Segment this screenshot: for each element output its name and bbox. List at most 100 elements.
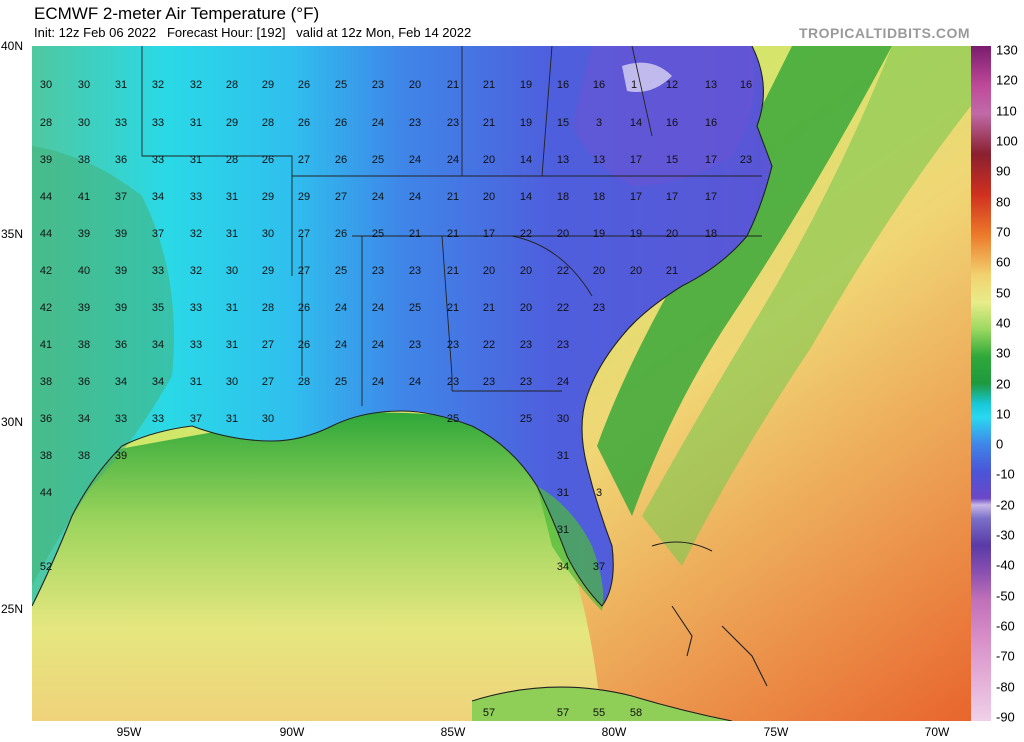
station-value: 30 (262, 228, 274, 240)
station-value: 23 (740, 154, 752, 166)
station-value: 29 (262, 191, 274, 203)
station-value: 42 (40, 265, 52, 277)
colorbar-label: 20 (996, 376, 1011, 391)
lon-label-90w: 90W (279, 725, 305, 739)
station-value: 23 (557, 339, 569, 351)
lat-label-35n: 35N (1, 227, 24, 241)
site-brand: TROPICALTIDBITS.COM (798, 25, 970, 41)
station-value: 29 (298, 191, 310, 203)
station-value: 24 (409, 191, 421, 203)
station-value: 33 (152, 154, 164, 166)
station-value: 57 (483, 707, 495, 719)
station-value: 18 (705, 228, 717, 240)
station-value: 38 (40, 450, 52, 462)
station-value: 23 (520, 339, 532, 351)
station-value: 27 (262, 376, 274, 388)
station-value: 41 (40, 339, 52, 351)
station-value: 17 (666, 191, 678, 203)
station-value: 33 (152, 265, 164, 277)
lon-label-85w: 85W (440, 725, 466, 739)
station-value: 31 (226, 413, 238, 425)
station-value: 32 (152, 79, 164, 91)
station-value: 35 (152, 302, 164, 314)
station-value: 31 (226, 191, 238, 203)
colorbar-label: -50 (996, 588, 1015, 604)
station-value: 23 (372, 79, 384, 91)
station-value: 21 (447, 191, 459, 203)
station-value: 30 (557, 413, 569, 425)
station-value: 30 (262, 413, 274, 425)
station-value: 23 (409, 117, 421, 129)
station-value: 39 (78, 228, 90, 240)
station-value: 39 (78, 302, 90, 314)
station-value: 36 (115, 339, 127, 351)
station-value: 40 (78, 265, 90, 277)
station-value: 18 (557, 191, 569, 203)
station-value: 20 (520, 302, 532, 314)
station-value: 24 (557, 376, 569, 388)
colorbar-label: -20 (996, 497, 1015, 513)
station-value: 39 (115, 228, 127, 240)
station-value: 24 (372, 302, 384, 314)
station-value: 24 (409, 154, 421, 166)
station-value: 15 (557, 117, 569, 129)
station-value: 22 (483, 339, 495, 351)
station-value: 20 (483, 154, 495, 166)
station-value: 38 (40, 376, 52, 388)
station-value: 31 (115, 79, 127, 91)
station-value: 22 (557, 302, 569, 314)
station-value: 33 (115, 117, 127, 129)
colorbar-label: 30 (996, 345, 1011, 361)
station-value: 17 (705, 154, 717, 166)
cuba (472, 687, 732, 721)
colorbar-label: 130 (996, 42, 1018, 58)
station-value: 25 (335, 376, 347, 388)
station-value: 21 (447, 302, 459, 314)
station-value: 19 (593, 228, 605, 240)
station-value: 25 (520, 413, 532, 425)
station-value: 20 (483, 191, 495, 203)
colorbar-label: -40 (996, 557, 1015, 573)
station-value: 17 (483, 228, 495, 240)
station-value: 32 (190, 265, 202, 277)
station-value: 24 (409, 376, 421, 388)
station-value: 31 (226, 339, 238, 351)
colorbar-label: 90 (996, 163, 1011, 179)
station-value: 16 (740, 79, 752, 91)
coastlines (32, 46, 773, 721)
station-value: 21 (447, 79, 459, 91)
colorbar-label: -90 (996, 709, 1015, 725)
colorbar-label: 80 (996, 194, 1011, 210)
lat-label-25n: 25N (1, 602, 24, 616)
station-value: 20 (666, 228, 678, 240)
station-value: 13 (593, 154, 605, 166)
station-value: 20 (593, 265, 605, 277)
station-value: 30 (226, 265, 238, 277)
station-value: 19 (520, 117, 532, 129)
station-value: 20 (557, 228, 569, 240)
lat-label-40n: 40N (1, 39, 24, 53)
station-value: 20 (409, 79, 421, 91)
colorbar-label: -80 (996, 679, 1015, 695)
station-value: 3 (596, 487, 602, 499)
station-value: 26 (298, 117, 310, 129)
station-value: 24 (335, 302, 347, 314)
gulf-of-mexico (32, 412, 602, 721)
station-value: 33 (152, 117, 164, 129)
station-value: 20 (520, 265, 532, 277)
station-value: 23 (409, 339, 421, 351)
station-value: 24 (335, 339, 347, 351)
station-value: 34 (115, 376, 127, 388)
station-value: 30 (78, 117, 90, 129)
station-value: 23 (520, 376, 532, 388)
station-value: 33 (190, 302, 202, 314)
station-value: 24 (372, 191, 384, 203)
colorbar-label: 0 (996, 436, 1004, 452)
station-value: 15 (666, 154, 678, 166)
station-value: 21 (666, 265, 678, 277)
station-value: 23 (447, 376, 459, 388)
colorbar-label: 110 (996, 103, 1017, 119)
station-value: 38 (78, 339, 90, 351)
station-value: 29 (262, 265, 274, 277)
station-value: 25 (372, 228, 384, 240)
